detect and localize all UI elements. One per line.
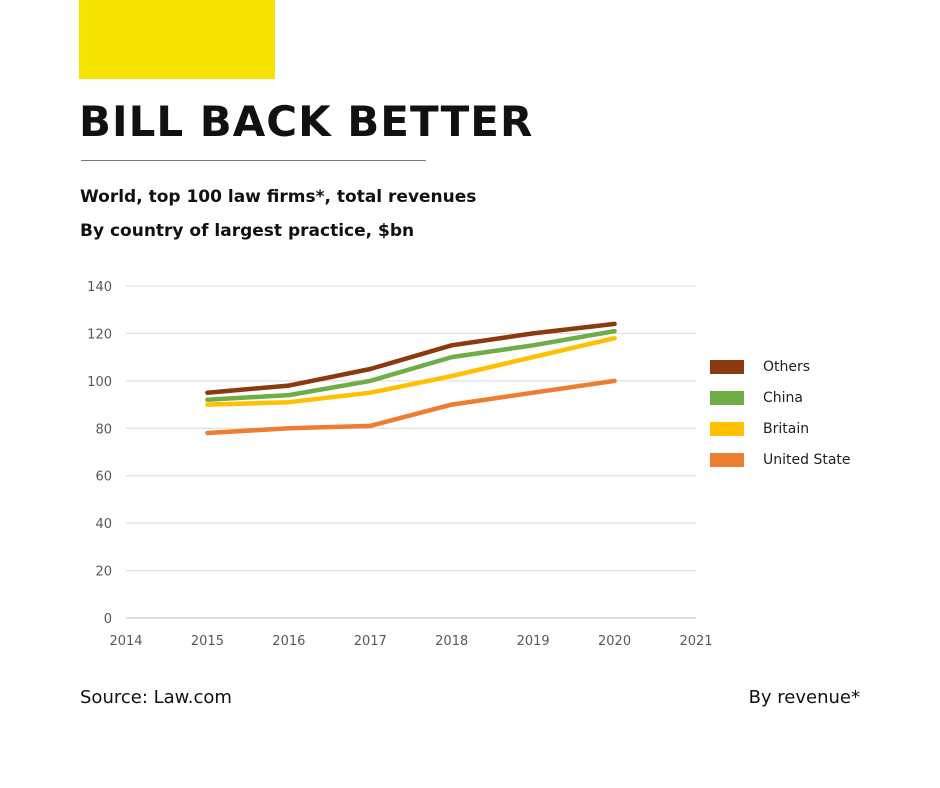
chart-subtitle-line1: World, top 100 law firms*, total revenue… (80, 187, 477, 207)
legend-label: Others (763, 358, 811, 375)
x-tick-label: 2016 (272, 634, 305, 649)
x-tick-label: 2021 (679, 634, 712, 649)
x-tick-label: 2017 (354, 634, 387, 649)
source-note: Source: Law.com (80, 687, 232, 708)
x-tick-label: 2015 (191, 634, 224, 649)
page-title: BILL BACK BETTER (79, 97, 534, 146)
x-tick-label: 2020 (598, 634, 631, 649)
legend-label: United State (763, 451, 851, 468)
legend-swatch (710, 390, 744, 405)
x-tick-label: 2014 (109, 634, 142, 649)
y-tick-label: 60 (95, 470, 112, 485)
y-tick-label: 100 (87, 375, 112, 390)
accent-block (79, 0, 275, 79)
legend-label: Britain (763, 420, 810, 437)
series-line-britain (205, 335, 617, 407)
legend-item-china: China (710, 382, 851, 413)
y-tick-label: 40 (95, 517, 112, 532)
chart-subtitle-line2: By country of largest practice, $bn (80, 221, 415, 241)
chart-legend: Others China Britain United State (710, 351, 851, 475)
legend-item-others: Others (710, 351, 851, 382)
y-tick-label: 80 (95, 422, 112, 437)
chart-series (205, 321, 617, 436)
y-tick-label: 120 (87, 327, 112, 342)
legend-label: China (763, 389, 803, 406)
legend-swatch (710, 421, 744, 436)
footnote: By revenue* (748, 687, 860, 708)
legend-swatch (710, 359, 744, 374)
legend-item-britain: Britain (710, 413, 851, 444)
y-tick-label: 140 (87, 280, 112, 295)
title-divider (81, 160, 426, 161)
chart-axis-ticks: 0 20 40 60 80 100 120 140 2014 2015 2016 2017 2018 20… (87, 280, 712, 649)
series-line-china (205, 328, 617, 403)
y-tick-label: 0 (104, 612, 112, 627)
series-line-united-state (205, 378, 617, 436)
x-tick-label: 2019 (517, 634, 550, 649)
legend-item-united-state: United State (710, 444, 851, 475)
x-tick-label: 2018 (435, 634, 468, 649)
legend-swatch (710, 452, 744, 467)
y-tick-label: 20 (95, 565, 112, 580)
chart-gridlines (126, 285, 696, 619)
series-line-others (205, 321, 617, 395)
